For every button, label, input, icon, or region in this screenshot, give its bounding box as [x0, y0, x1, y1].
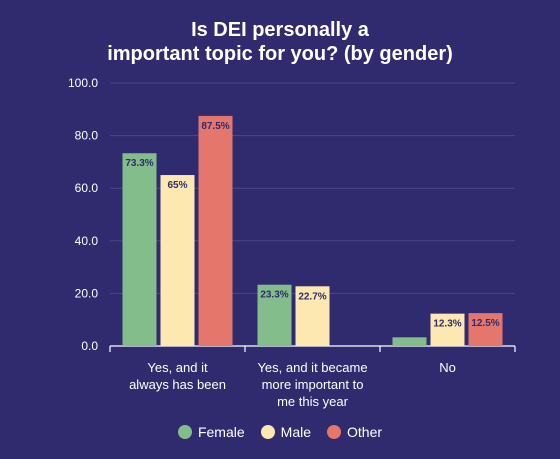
data-label: 12.5% [471, 318, 499, 329]
y-tick-label: 80.0 [75, 129, 99, 143]
legend-swatch-other [327, 425, 342, 439]
bar [198, 115, 233, 346]
bar [295, 286, 330, 346]
x-tick-label: Yes, and it became [257, 360, 367, 375]
y-tick-label: 40.0 [75, 234, 99, 248]
chart-title-line-2: important topic for you? (by gender) [107, 43, 453, 65]
bar [257, 284, 292, 346]
bar [160, 175, 195, 346]
legend-item-female: Female [177, 424, 245, 440]
data-label: 23.3% [260, 290, 288, 301]
bar [392, 337, 427, 346]
x-tick-label: more important to [262, 377, 364, 392]
legend-item-male: Male [260, 424, 312, 440]
data-label: 73.3% [125, 158, 153, 169]
bar [122, 153, 157, 346]
y-tick-label: 100.0 [68, 76, 98, 90]
legend-swatch-male [260, 425, 275, 439]
bar [468, 313, 503, 346]
data-label: 65% [167, 180, 187, 191]
legend-swatch-female [177, 425, 192, 439]
legend-label-female: Female [197, 424, 245, 440]
legend-item-other: Other [327, 424, 382, 440]
x-tick-label: me this year [277, 394, 348, 409]
chart-title-line-1: Is DEI personally a [191, 19, 369, 41]
data-label: 87.5% [201, 121, 229, 132]
legend-label-male: Male [280, 424, 312, 440]
legend: Female Male Other [0, 424, 560, 440]
x-tick-label: Yes, and it [147, 360, 208, 375]
y-tick-label: 0.0 [81, 339, 98, 353]
y-tick-label: 20.0 [75, 286, 99, 300]
plot-area: 0.0 20.0 40.0 60.0 80.0 100.0 73.3% 65% 87.5% Yes… [68, 76, 516, 409]
data-label: 12.3% [433, 319, 461, 330]
y-tick-label: 60.0 [75, 181, 99, 195]
data-label: 22.7% [298, 291, 326, 302]
legend-label-other: Other [347, 424, 383, 440]
x-tick-label: always has been [129, 377, 226, 392]
x-tick-label: No [439, 360, 456, 375]
bar [430, 313, 465, 346]
